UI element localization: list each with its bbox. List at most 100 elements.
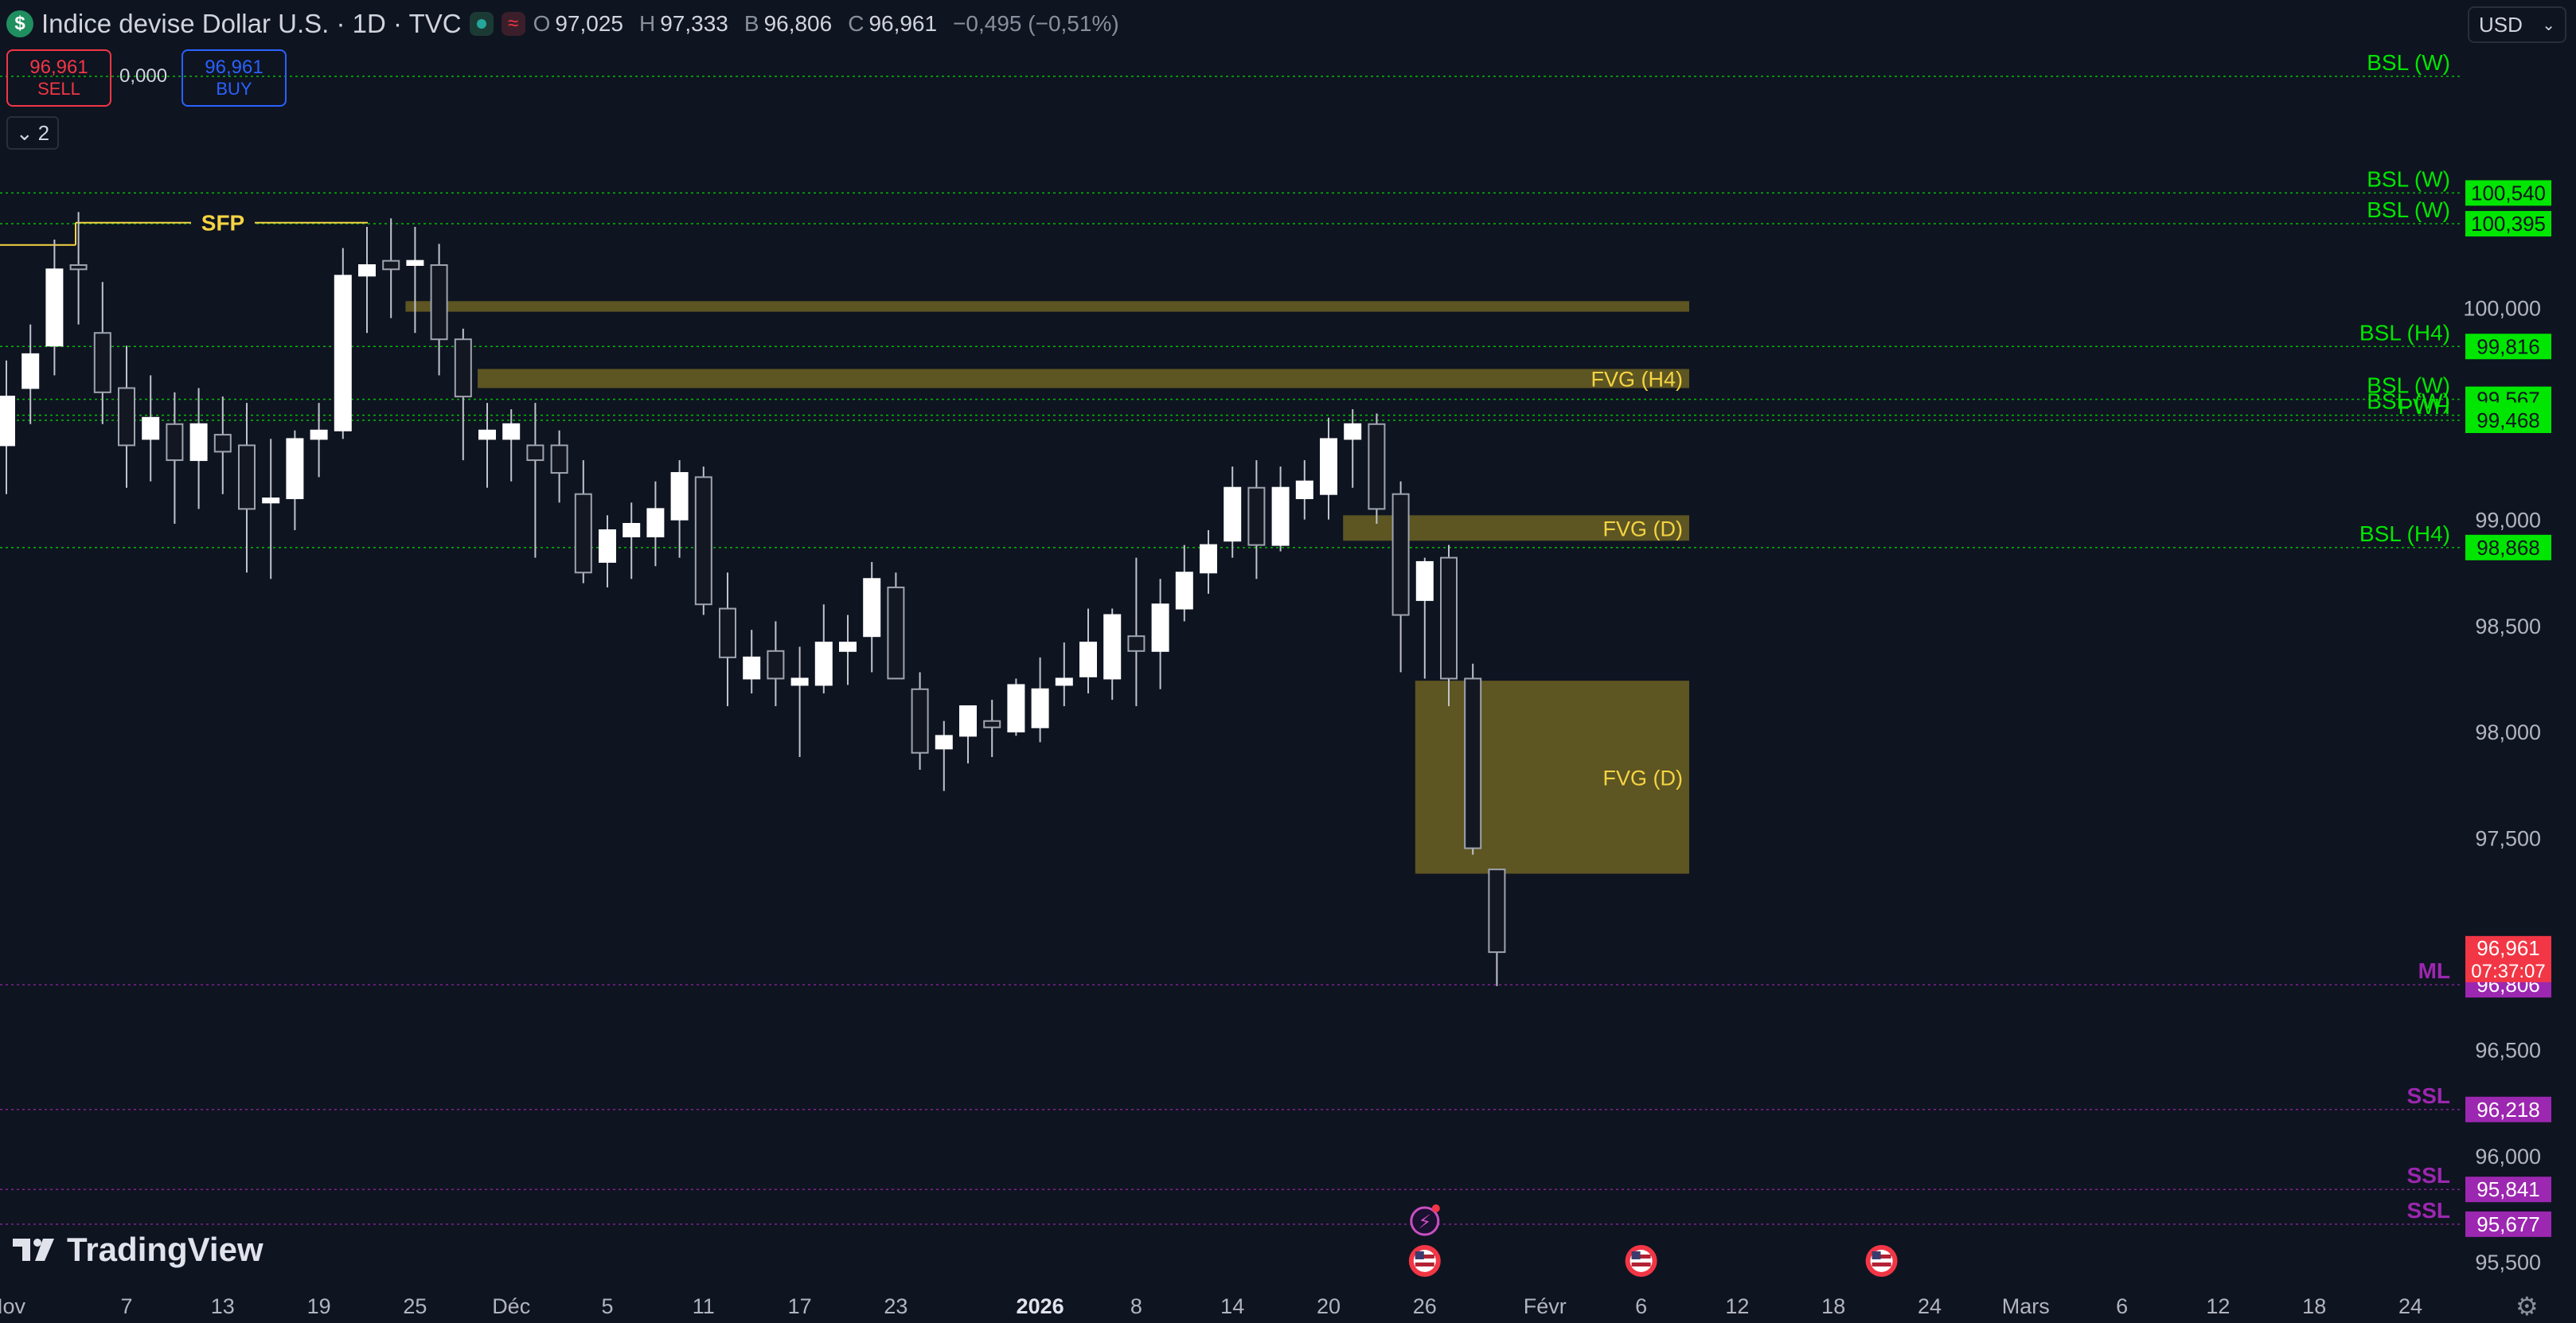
price-tag: 100,395 bbox=[2471, 212, 2546, 236]
candle bbox=[814, 642, 833, 686]
candle bbox=[1391, 493, 1410, 616]
price-tag: 100,540 bbox=[2471, 181, 2546, 205]
tradingview-logo[interactable]: TradingView bbox=[11, 1231, 263, 1269]
sell-price: 96,961 bbox=[29, 57, 88, 78]
open-value: 97,025 bbox=[555, 11, 623, 36]
fvg-zone bbox=[478, 369, 1689, 388]
liquidity-level-label: SSL bbox=[2407, 1198, 2450, 1223]
candle bbox=[454, 338, 472, 398]
market-open-icon bbox=[469, 12, 494, 36]
liquidity-level-label: PWH bbox=[2398, 394, 2450, 419]
economic-event-icon bbox=[1410, 1206, 1440, 1236]
candle bbox=[599, 529, 616, 563]
x-axis-tick-label: 6 bbox=[1635, 1294, 1647, 1318]
candle bbox=[983, 720, 1001, 728]
x-axis-tick-label: 24 bbox=[1918, 1294, 1942, 1318]
candle bbox=[1368, 423, 1386, 510]
candle bbox=[118, 387, 135, 447]
candle bbox=[1224, 486, 1242, 542]
price-tag-bg bbox=[2465, 180, 2551, 206]
price-tag: 96,218 bbox=[2476, 1098, 2540, 1122]
us-flag-stripe bbox=[1415, 1263, 1434, 1266]
price-tag-bg bbox=[2465, 1211, 2551, 1237]
candle bbox=[1415, 560, 1434, 601]
candle bbox=[1295, 480, 1313, 500]
high-label: H bbox=[639, 11, 656, 36]
fvg-zone-label: FVG (D) bbox=[1603, 517, 1684, 541]
sell-button[interactable]: 96,961 SELL bbox=[6, 49, 111, 107]
candle bbox=[863, 578, 881, 638]
alert-wave-icon[interactable]: ≈ bbox=[501, 12, 525, 36]
x-axis-tick-label: 12 bbox=[2206, 1294, 2230, 1318]
y-axis-tick-label: 96,000 bbox=[2475, 1145, 2541, 1169]
x-axis-tick-label: 11 bbox=[693, 1294, 715, 1318]
y-axis-tick-label: 96,500 bbox=[2475, 1039, 2541, 1063]
candle bbox=[959, 705, 977, 737]
us-flag-stripe bbox=[1415, 1255, 1434, 1259]
x-axis-tick-label: 18 bbox=[1821, 1294, 1845, 1318]
liquidity-level-label: BSL (H4) bbox=[2359, 521, 2450, 546]
x-axis-tick-label: 23 bbox=[884, 1294, 907, 1318]
candle bbox=[1079, 642, 1097, 677]
x-axis-tick-label: 13 bbox=[211, 1294, 235, 1318]
gear-icon[interactable]: ⚙ bbox=[2516, 1292, 2539, 1321]
buy-button[interactable]: 96,961 BUY bbox=[181, 49, 287, 107]
candle bbox=[478, 429, 496, 440]
us-flag-stripe bbox=[1631, 1263, 1651, 1266]
price-tag: 95,677 bbox=[2476, 1212, 2540, 1236]
fvg-zone bbox=[405, 301, 1689, 312]
x-axis-tick-label: 18 bbox=[2302, 1294, 2326, 1318]
candle bbox=[1151, 603, 1169, 652]
candle bbox=[526, 444, 544, 462]
price-tag-bg bbox=[2465, 211, 2551, 237]
candle bbox=[334, 275, 352, 431]
candle bbox=[1320, 438, 1337, 495]
currency-value: USD bbox=[2479, 12, 2523, 37]
candle bbox=[382, 260, 400, 271]
candle bbox=[69, 263, 88, 271]
candle bbox=[743, 656, 761, 680]
ohlc-readout: O 97,025 H 97,333 B 96,806 C 96,961 −0,495 (… bbox=[533, 11, 1119, 37]
x-axis-tick-label: 6 bbox=[2116, 1294, 2128, 1318]
candle bbox=[1440, 556, 1458, 680]
us-flag-stripe bbox=[1631, 1255, 1651, 1259]
fvg-zone-label: FVG (D) bbox=[1603, 766, 1684, 790]
bar-countdown: 07:37:07 bbox=[2471, 961, 2545, 982]
price-tag: 99,468 bbox=[2476, 408, 2540, 432]
candle bbox=[767, 650, 785, 680]
flash-icon: ⚡ bbox=[1418, 1211, 1431, 1233]
change-value: −0,495 (−0,51%) bbox=[953, 11, 1119, 36]
price-tag: 95,841 bbox=[2476, 1177, 2540, 1201]
candle bbox=[1175, 572, 1193, 610]
liquidity-level-label: ML bbox=[2418, 958, 2450, 983]
currency-select[interactable]: USD ⌄ bbox=[2468, 6, 2566, 43]
candle bbox=[574, 493, 592, 574]
price-tag-bg bbox=[2465, 534, 2551, 560]
x-axis-tick-label: 25 bbox=[403, 1294, 427, 1318]
chart-header: $ Indice devise Dollar U.S. · 1D · TVC ≈… bbox=[0, 0, 1119, 48]
liquidity-level-label: BSL (W) bbox=[2367, 197, 2450, 222]
candle bbox=[502, 423, 521, 440]
symbol-logo: $ bbox=[6, 10, 33, 37]
candle bbox=[310, 429, 328, 440]
candle bbox=[262, 498, 280, 504]
candle bbox=[935, 735, 953, 750]
price-tag: 98,868 bbox=[2476, 536, 2540, 560]
indicators-toggle[interactable]: ⌄ 2 bbox=[6, 116, 59, 150]
low-label: B bbox=[744, 11, 759, 36]
liquidity-level-label: BSL (W) bbox=[2367, 166, 2450, 191]
x-axis-tick-label: Nov bbox=[0, 1294, 26, 1318]
x-axis-tick-label: 20 bbox=[1317, 1294, 1341, 1318]
x-axis-tick-label: 17 bbox=[788, 1294, 812, 1318]
candle bbox=[911, 688, 929, 754]
close-label: C bbox=[848, 11, 865, 36]
us-flag-canton bbox=[1415, 1251, 1424, 1259]
x-axis-tick-label: 24 bbox=[2398, 1294, 2422, 1318]
chart-title[interactable]: Indice devise Dollar U.S. · 1D · TVC bbox=[41, 9, 462, 38]
sfp-label-bg bbox=[191, 209, 255, 237]
last-price-tag-bg bbox=[2465, 935, 2551, 982]
candle bbox=[1200, 544, 1217, 574]
candle bbox=[887, 586, 905, 680]
